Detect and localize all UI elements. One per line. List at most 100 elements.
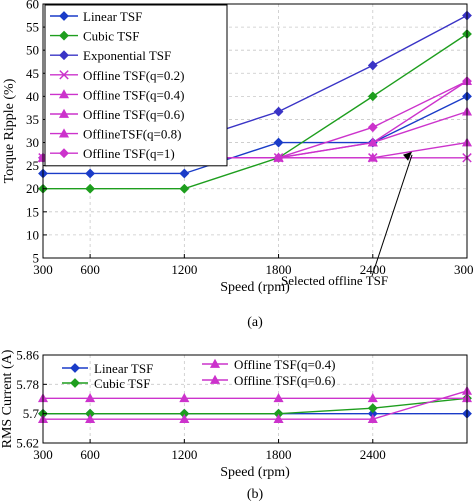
legend-swatch-marker (59, 50, 69, 61)
legend-label: Offline TSF(q=0.4) (83, 87, 184, 102)
data-point (367, 60, 378, 71)
legend-swatch-marker (70, 378, 80, 388)
x-tick-label: 1800 (266, 447, 292, 462)
legend-label: Offline TSF(q=0.6) (234, 373, 335, 388)
y-tick-label: 5.7 (23, 406, 40, 421)
y-tick-label: 60 (26, 0, 39, 12)
y-tick-label: 45 (26, 66, 39, 81)
x-tick-label: 2400 (360, 262, 386, 277)
x-tick-label: 1800 (266, 262, 292, 277)
legend-entry-exponential-tsf: Exponential TSF (50, 48, 171, 63)
y-tick-label: 40 (26, 89, 39, 104)
legend-label: Offline TSF(q=0.2) (83, 68, 184, 83)
data-point (367, 413, 378, 424)
data-point (367, 152, 378, 162)
caption: (a) (247, 315, 263, 330)
legend-entry-offline-tsf-q-0-4: Offline TSF(q=0.4) (202, 357, 335, 372)
x-axis-label: Speed (rpm) (220, 280, 290, 295)
y-tick-label: 25 (26, 158, 39, 173)
legend-entry-offline-tsf-q-0-2: Offline TSF(q=0.2) (50, 68, 184, 83)
y-tick-labels: 5 10 15 20 25 30 35 40 45 50 55 60 (26, 0, 47, 266)
legend-swatch-marker (59, 148, 69, 159)
legend-entry-offlinetsf-q-0-8: OfflineTSF(q=0.8) (50, 127, 181, 142)
annotation: Selected offline TSF (281, 151, 413, 288)
x-tick-label: 1200 (171, 447, 197, 462)
legend-label: Exponential TSF (83, 48, 171, 63)
data-point (367, 393, 378, 403)
legend-entry-offline-tsf-q-0-6: Offline TSF(q=0.6) (202, 373, 335, 388)
y-tick-label: 35 (26, 112, 39, 127)
legend-label: Linear TSF (94, 361, 153, 376)
legend-swatch-marker (58, 108, 70, 118)
x-tick-label: 2400 (360, 447, 386, 462)
x-tick-label: 300 (33, 447, 53, 462)
data-point (85, 183, 96, 194)
data-point (179, 168, 190, 179)
x-tick-label: 600 (80, 447, 100, 462)
annotation-arrow-head (403, 151, 413, 161)
data-point (367, 122, 378, 133)
series-line (43, 33, 468, 190)
legend-entry-offline-tsf-q-0-4: Offline TSF(q=0.4) (50, 87, 184, 102)
legend-label: OfflineTSF(q=0.8) (83, 127, 181, 142)
series-cubic-tsf (38, 393, 472, 419)
legend-swatch-marker (209, 374, 221, 384)
legend-entry-linear-tsf: Linear TSF (62, 361, 153, 376)
y-tick-labels: 5.62 5.7 5.78 5.86 (16, 348, 47, 451)
legend-swatch-marker (70, 363, 80, 373)
data-point (273, 413, 284, 424)
y-tick-label: 30 (26, 135, 39, 150)
y-tick-label: 5.86 (16, 348, 39, 363)
legend-swatch-marker (59, 70, 69, 80)
legend: Linear TSF Cubic TSF Exponential TSF Offlin… (44, 4, 228, 167)
data-point (367, 91, 378, 102)
data-point (273, 393, 284, 403)
x-tick-label: 1200 (171, 262, 197, 277)
legend-label: Offline TSF(q=1) (83, 146, 175, 161)
data-point (85, 168, 96, 179)
data-point (273, 137, 284, 148)
x-tick-label: 3000 (454, 262, 474, 277)
legend-swatch-marker (59, 30, 69, 41)
x-tick-label: 600 (80, 262, 100, 277)
y-tick-label: 20 (26, 181, 39, 196)
y-tick-label: 5.62 (16, 436, 39, 451)
y-tick-label: 15 (26, 204, 39, 219)
legend-entry-offline-tsf-q-0-6: Offline TSF(q=0.6) (50, 107, 184, 122)
data-point (273, 106, 284, 117)
data-point (179, 183, 190, 194)
legend-swatch-marker (58, 89, 70, 99)
y-tick-label: 5.78 (16, 377, 39, 392)
x-tick-labels: 300 600 1200 1800 2400 3000 (33, 254, 474, 277)
y-tick-label: 50 (26, 43, 39, 58)
series-offline-tsf-q-0-6 (37, 393, 473, 403)
chart-rms-current: 5.62 5.7 5.78 5.86 300 600 1200 1800 2400 Speed… (0, 348, 473, 502)
legend-box (44, 4, 228, 167)
data-point (367, 403, 378, 414)
legend-entry-cubic-tsf: Cubic TSF (50, 29, 139, 44)
data-point (85, 393, 96, 403)
y-tick-label: 5 (33, 251, 40, 266)
legend-label: Offline TSF(q=0.6) (83, 107, 184, 122)
data-point (367, 137, 378, 147)
x-tick-label: 300 (33, 262, 53, 277)
legend-label: Cubic TSF (94, 376, 150, 391)
annotation-arrow-line (371, 154, 413, 277)
data-point (273, 152, 284, 163)
legend-entry-cubic-tsf: Cubic TSF (62, 376, 150, 391)
series-lines (37, 385, 473, 424)
plot-frame (42, 3, 468, 259)
data-point (179, 393, 190, 403)
legend-swatch-marker (209, 358, 221, 368)
legend-label: Linear TSF (83, 9, 142, 24)
data-point (179, 413, 190, 424)
legend-label: Cubic TSF (83, 29, 139, 44)
caption: (b) (247, 487, 264, 502)
y-tick-label: 55 (26, 20, 39, 35)
legend-label: Offline TSF(q=0.4) (234, 357, 335, 372)
annotation-label: Selected offline TSF (281, 273, 388, 288)
x-axis-label: Speed (rpm) (220, 465, 290, 480)
y-axis-label: Torque Ripple (%) (2, 78, 17, 183)
